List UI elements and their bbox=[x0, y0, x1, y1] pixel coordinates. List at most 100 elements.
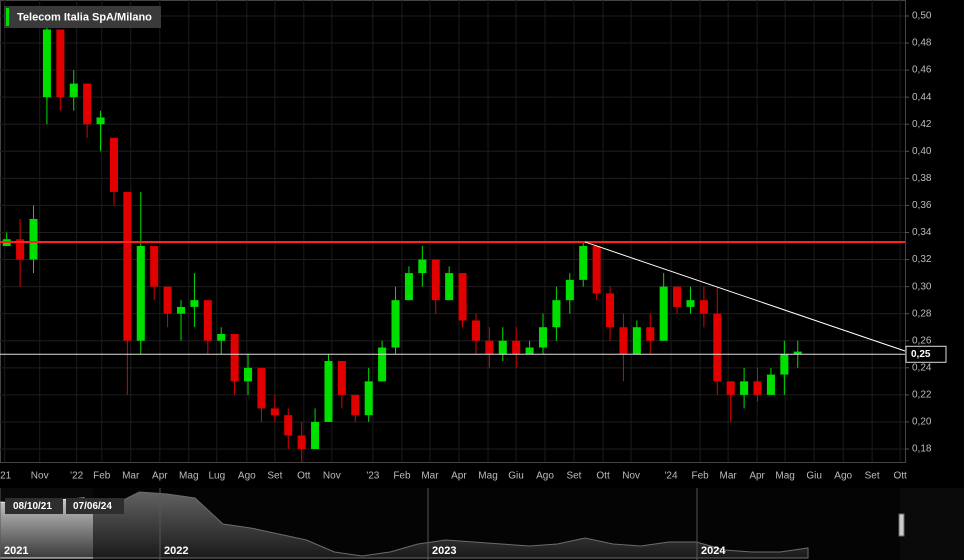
trend-line bbox=[584, 241, 906, 352]
candle-body bbox=[793, 351, 802, 355]
x-tick-label: Apr bbox=[152, 471, 168, 482]
legend-swatch bbox=[6, 8, 9, 26]
y-tick-label: 0,50 bbox=[912, 11, 932, 22]
candle-body bbox=[418, 259, 427, 274]
x-tick-label: Ago bbox=[238, 471, 256, 482]
candle-body bbox=[96, 117, 105, 125]
x-tick-label: Mar bbox=[122, 471, 140, 482]
candle-body bbox=[431, 259, 440, 301]
candle-body bbox=[471, 320, 480, 341]
x-tick-label: Mar bbox=[421, 471, 439, 482]
candle-body bbox=[404, 273, 413, 301]
candle-body bbox=[109, 137, 118, 192]
range-end: 07/06/24 bbox=[73, 501, 112, 512]
x-tick-label: Ott bbox=[596, 471, 610, 482]
navigator-year: 2024 bbox=[701, 545, 726, 557]
x-tick-label: Feb bbox=[393, 471, 411, 482]
y-tick-label: 0,20 bbox=[912, 417, 932, 428]
legend-box bbox=[4, 6, 161, 28]
candle-body bbox=[311, 421, 320, 450]
y-tick-label: 0,30 bbox=[912, 281, 932, 292]
candle-body bbox=[257, 367, 266, 409]
range-handle[interactable] bbox=[898, 513, 905, 537]
y-tick-label: 0,28 bbox=[912, 308, 932, 319]
range-start: 08/10/21 bbox=[13, 501, 52, 512]
x-tick-label: Giu bbox=[806, 471, 822, 482]
candle-body bbox=[766, 374, 775, 395]
x-tick-label: Ago bbox=[536, 471, 554, 482]
candle-body bbox=[458, 273, 467, 321]
candle-body bbox=[606, 293, 615, 328]
plot-frame bbox=[0, 0, 906, 463]
candle-body bbox=[244, 367, 253, 382]
y-tick-label: 0,18 bbox=[912, 444, 932, 455]
y-tick-label: 0,26 bbox=[912, 335, 932, 346]
candle-body bbox=[29, 218, 38, 260]
y-tick-label: 0,38 bbox=[912, 173, 932, 184]
candle-body bbox=[699, 300, 708, 314]
candle-body bbox=[16, 239, 25, 260]
candle-body bbox=[337, 361, 346, 395]
x-tick-label: Nov bbox=[31, 471, 49, 482]
candle-body bbox=[136, 246, 145, 341]
navigator-year: 2022 bbox=[164, 545, 188, 557]
x-tick-label: Set bbox=[267, 471, 282, 482]
candle-body bbox=[525, 347, 534, 355]
legend-title: Telecom Italia SpA/Milano bbox=[17, 11, 152, 23]
candle-body bbox=[740, 381, 749, 395]
candle-body bbox=[190, 300, 199, 307]
navigator-shade bbox=[93, 488, 900, 560]
candle-body bbox=[69, 83, 78, 98]
y-tick-label: 0,40 bbox=[912, 146, 932, 157]
y-tick-label: 0,46 bbox=[912, 65, 932, 76]
candle-body bbox=[646, 327, 655, 341]
x-tick-label: Nov bbox=[323, 471, 341, 482]
candle-body bbox=[686, 300, 695, 307]
candle-body bbox=[753, 381, 762, 395]
x-tick-label: Feb bbox=[93, 471, 111, 482]
y-tick-label: 0,22 bbox=[912, 390, 932, 401]
candle-body bbox=[726, 381, 735, 395]
x-tick-label: Set bbox=[865, 471, 880, 482]
x-tick-label: Set bbox=[566, 471, 581, 482]
candle-body bbox=[150, 246, 159, 287]
candle-body bbox=[713, 313, 722, 382]
candle-body bbox=[56, 29, 65, 98]
candle-body bbox=[673, 286, 682, 307]
candle-body bbox=[83, 83, 92, 125]
range-start-box bbox=[5, 498, 63, 514]
candle-body bbox=[351, 394, 360, 416]
last-price-label: 0,25 bbox=[911, 349, 931, 360]
x-tick-label: Ott bbox=[297, 471, 311, 482]
candle-body bbox=[230, 333, 239, 382]
candle-body bbox=[378, 347, 387, 382]
candle-body bbox=[270, 408, 279, 416]
x-tick-label: Ott bbox=[894, 471, 908, 482]
candle-body bbox=[619, 327, 628, 355]
candle-body bbox=[512, 340, 521, 355]
y-tick-label: 0,36 bbox=[912, 200, 932, 211]
last-price-box bbox=[905, 345, 947, 363]
candle-body bbox=[485, 340, 494, 355]
x-tick-label: Mag bbox=[775, 471, 794, 482]
x-tick-label: '23 bbox=[366, 471, 379, 482]
candle-body bbox=[579, 246, 588, 280]
candle-body bbox=[123, 191, 132, 341]
x-tick-label: '24 bbox=[665, 471, 678, 482]
x-tick-label: '22 bbox=[70, 471, 83, 482]
candle-body bbox=[592, 246, 601, 294]
candle-body bbox=[445, 273, 454, 301]
candle-body bbox=[217, 333, 226, 341]
y-tick-label: 0,44 bbox=[912, 92, 932, 103]
candle-body bbox=[203, 300, 212, 341]
candle-body bbox=[364, 381, 373, 416]
candle-body bbox=[552, 300, 561, 328]
navigator-year: 2023 bbox=[432, 545, 456, 557]
x-tick-label: '21 bbox=[0, 471, 12, 482]
candle-body bbox=[42, 29, 51, 98]
x-tick-label: Apr bbox=[749, 471, 765, 482]
x-tick-label: Ago bbox=[834, 471, 852, 482]
x-tick-label: Lug bbox=[208, 471, 225, 482]
y-tick-label: 0,48 bbox=[912, 38, 932, 49]
candle-body bbox=[163, 286, 172, 314]
